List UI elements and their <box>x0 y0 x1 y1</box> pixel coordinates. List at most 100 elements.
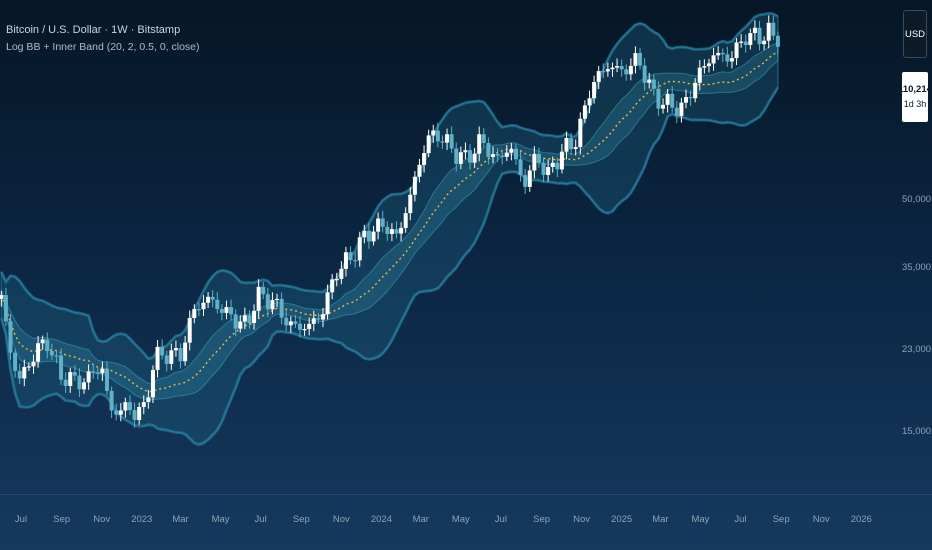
candle <box>518 159 523 176</box>
candle <box>357 237 362 261</box>
candle <box>486 143 491 157</box>
candle <box>495 154 500 156</box>
candle <box>13 352 18 371</box>
candle <box>651 79 656 89</box>
candle <box>0 295 4 299</box>
x-tick-label: Mar <box>172 514 189 525</box>
candle <box>275 298 280 301</box>
candle <box>169 350 174 364</box>
currency-label: USD <box>904 28 926 40</box>
basis-line <box>0 51 779 393</box>
candle <box>302 329 307 331</box>
candle <box>532 153 537 171</box>
candle <box>270 300 275 310</box>
candle <box>628 65 633 75</box>
candle <box>150 369 155 398</box>
candle <box>688 97 693 99</box>
candle <box>8 321 13 353</box>
candle <box>49 351 54 356</box>
candle <box>17 370 22 379</box>
x-tick-label: Sep <box>53 514 71 525</box>
candle <box>68 372 73 386</box>
candle <box>298 323 302 330</box>
bar-countdown: 1d 3h <box>903 99 927 109</box>
candle <box>624 69 629 75</box>
candle <box>729 58 734 62</box>
candle <box>619 66 624 70</box>
candle <box>762 40 767 45</box>
candle <box>389 229 394 235</box>
candle <box>100 368 105 374</box>
candle <box>233 314 238 329</box>
candle <box>426 135 431 154</box>
candle <box>146 397 151 403</box>
candle <box>633 52 638 66</box>
candle <box>541 162 546 175</box>
candle <box>697 67 702 83</box>
chart-legend: Bitcoin / U.S. Dollar · 1W · Bitstamp Lo… <box>6 22 200 56</box>
candle <box>711 55 716 64</box>
candle <box>279 298 284 318</box>
candle <box>247 315 252 324</box>
candle <box>468 150 473 163</box>
x-tick-label: 2026 <box>850 514 872 525</box>
candle <box>316 318 321 320</box>
candle <box>587 98 592 106</box>
candle <box>422 153 427 165</box>
candle <box>36 343 41 362</box>
indicator-title[interactable]: Log BB + Inner Band (20, 2, 0.5, 0, clos… <box>6 41 200 53</box>
candle <box>348 252 353 261</box>
y-tick-label: 35,000 <box>902 262 932 274</box>
symbol-title[interactable]: Bitcoin / U.S. Dollar · 1W · Bitstamp <box>6 24 181 36</box>
x-tick-label: Nov <box>93 514 111 525</box>
candle <box>339 268 344 279</box>
candle <box>550 162 555 167</box>
candle <box>399 227 404 234</box>
candle <box>91 371 96 373</box>
x-tick-label: 2024 <box>370 514 392 525</box>
candle <box>523 175 528 187</box>
candle <box>757 27 762 45</box>
x-tick-label: May <box>451 514 470 525</box>
candle <box>748 33 753 46</box>
candle <box>775 35 780 47</box>
candle <box>224 307 229 313</box>
candle <box>63 379 68 386</box>
candle <box>578 118 583 148</box>
candle <box>417 164 422 177</box>
x-tick-label: Mar <box>412 514 429 525</box>
candle <box>256 286 261 311</box>
candle <box>137 406 142 421</box>
last-price-badge: 110,214 1d 3h <box>898 72 932 122</box>
candle <box>596 71 601 83</box>
candle <box>132 410 137 421</box>
x-tick-label: Nov <box>332 514 350 525</box>
candle <box>569 138 574 150</box>
y-tick-label: 50,000 <box>902 193 932 205</box>
x-tick-label: Sep <box>292 514 310 525</box>
candle <box>674 107 679 116</box>
candle <box>31 361 36 367</box>
currency-selector[interactable]: USD <box>903 10 927 58</box>
candle <box>178 348 183 362</box>
candle <box>408 194 413 214</box>
candle <box>376 218 381 232</box>
candle <box>293 321 298 324</box>
x-tick-label: Nov <box>573 514 591 525</box>
candle <box>615 66 620 68</box>
candle <box>229 307 234 315</box>
candle <box>284 317 289 326</box>
x-tick-label: May <box>691 514 710 525</box>
last-price: 110,214 <box>898 84 932 95</box>
candle <box>307 323 312 330</box>
x-tick-label: 2023 <box>131 514 153 525</box>
candle <box>647 79 652 83</box>
candle <box>555 162 560 170</box>
candle <box>573 147 578 150</box>
x-tick-label: Jul <box>254 514 267 525</box>
y-tick-label: 23,000 <box>902 343 932 355</box>
x-tick-label: Sep <box>772 514 790 525</box>
candle <box>206 296 211 303</box>
